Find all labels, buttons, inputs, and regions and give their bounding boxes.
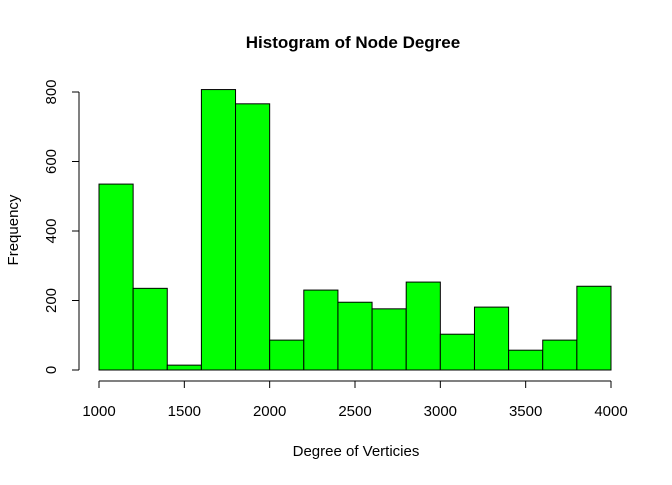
x-axis: 1000 1500 2000 2500 3000 3500 4000	[82, 380, 628, 420]
x-tick-label: 3500	[509, 403, 542, 420]
y-tick-label: 0	[43, 366, 60, 374]
histogram-bar	[337, 301, 373, 371]
histogram-bar	[166, 364, 202, 371]
x-tick-label: 3000	[424, 403, 457, 420]
histogram-bar	[371, 308, 407, 371]
histogram-bar	[508, 349, 544, 371]
histogram-bar	[303, 289, 339, 371]
histogram-bar	[132, 287, 168, 371]
histogram-bar	[576, 285, 612, 371]
x-tick-label: 1000	[82, 403, 115, 420]
histogram-bar	[542, 339, 578, 371]
histogram-bar	[473, 306, 510, 371]
bars-layer	[98, 89, 612, 371]
chart-title: Histogram of Node Degree	[246, 33, 460, 52]
x-tick-label: 1500	[168, 403, 201, 420]
histogram-bar	[269, 339, 305, 371]
x-tick-label: 4000	[594, 403, 627, 420]
histogram-bar	[98, 183, 134, 371]
y-tick-label: 200	[43, 288, 60, 313]
y-axis-label: Frequency	[5, 194, 22, 265]
histogram-bar	[439, 333, 475, 371]
y-tick-label: 800	[43, 79, 60, 104]
x-axis-label: Degree of Verticies	[293, 443, 420, 460]
histogram-bar	[405, 281, 441, 371]
histogram-bar	[235, 103, 271, 371]
y-tick-label: 600	[43, 149, 60, 174]
y-tick-label: 400	[43, 218, 60, 243]
histogram-bar	[200, 89, 237, 371]
x-tick-label: 2500	[338, 403, 371, 420]
x-tick-label: 2000	[253, 403, 286, 420]
y-axis: 0 200 400 600 800	[43, 79, 80, 374]
